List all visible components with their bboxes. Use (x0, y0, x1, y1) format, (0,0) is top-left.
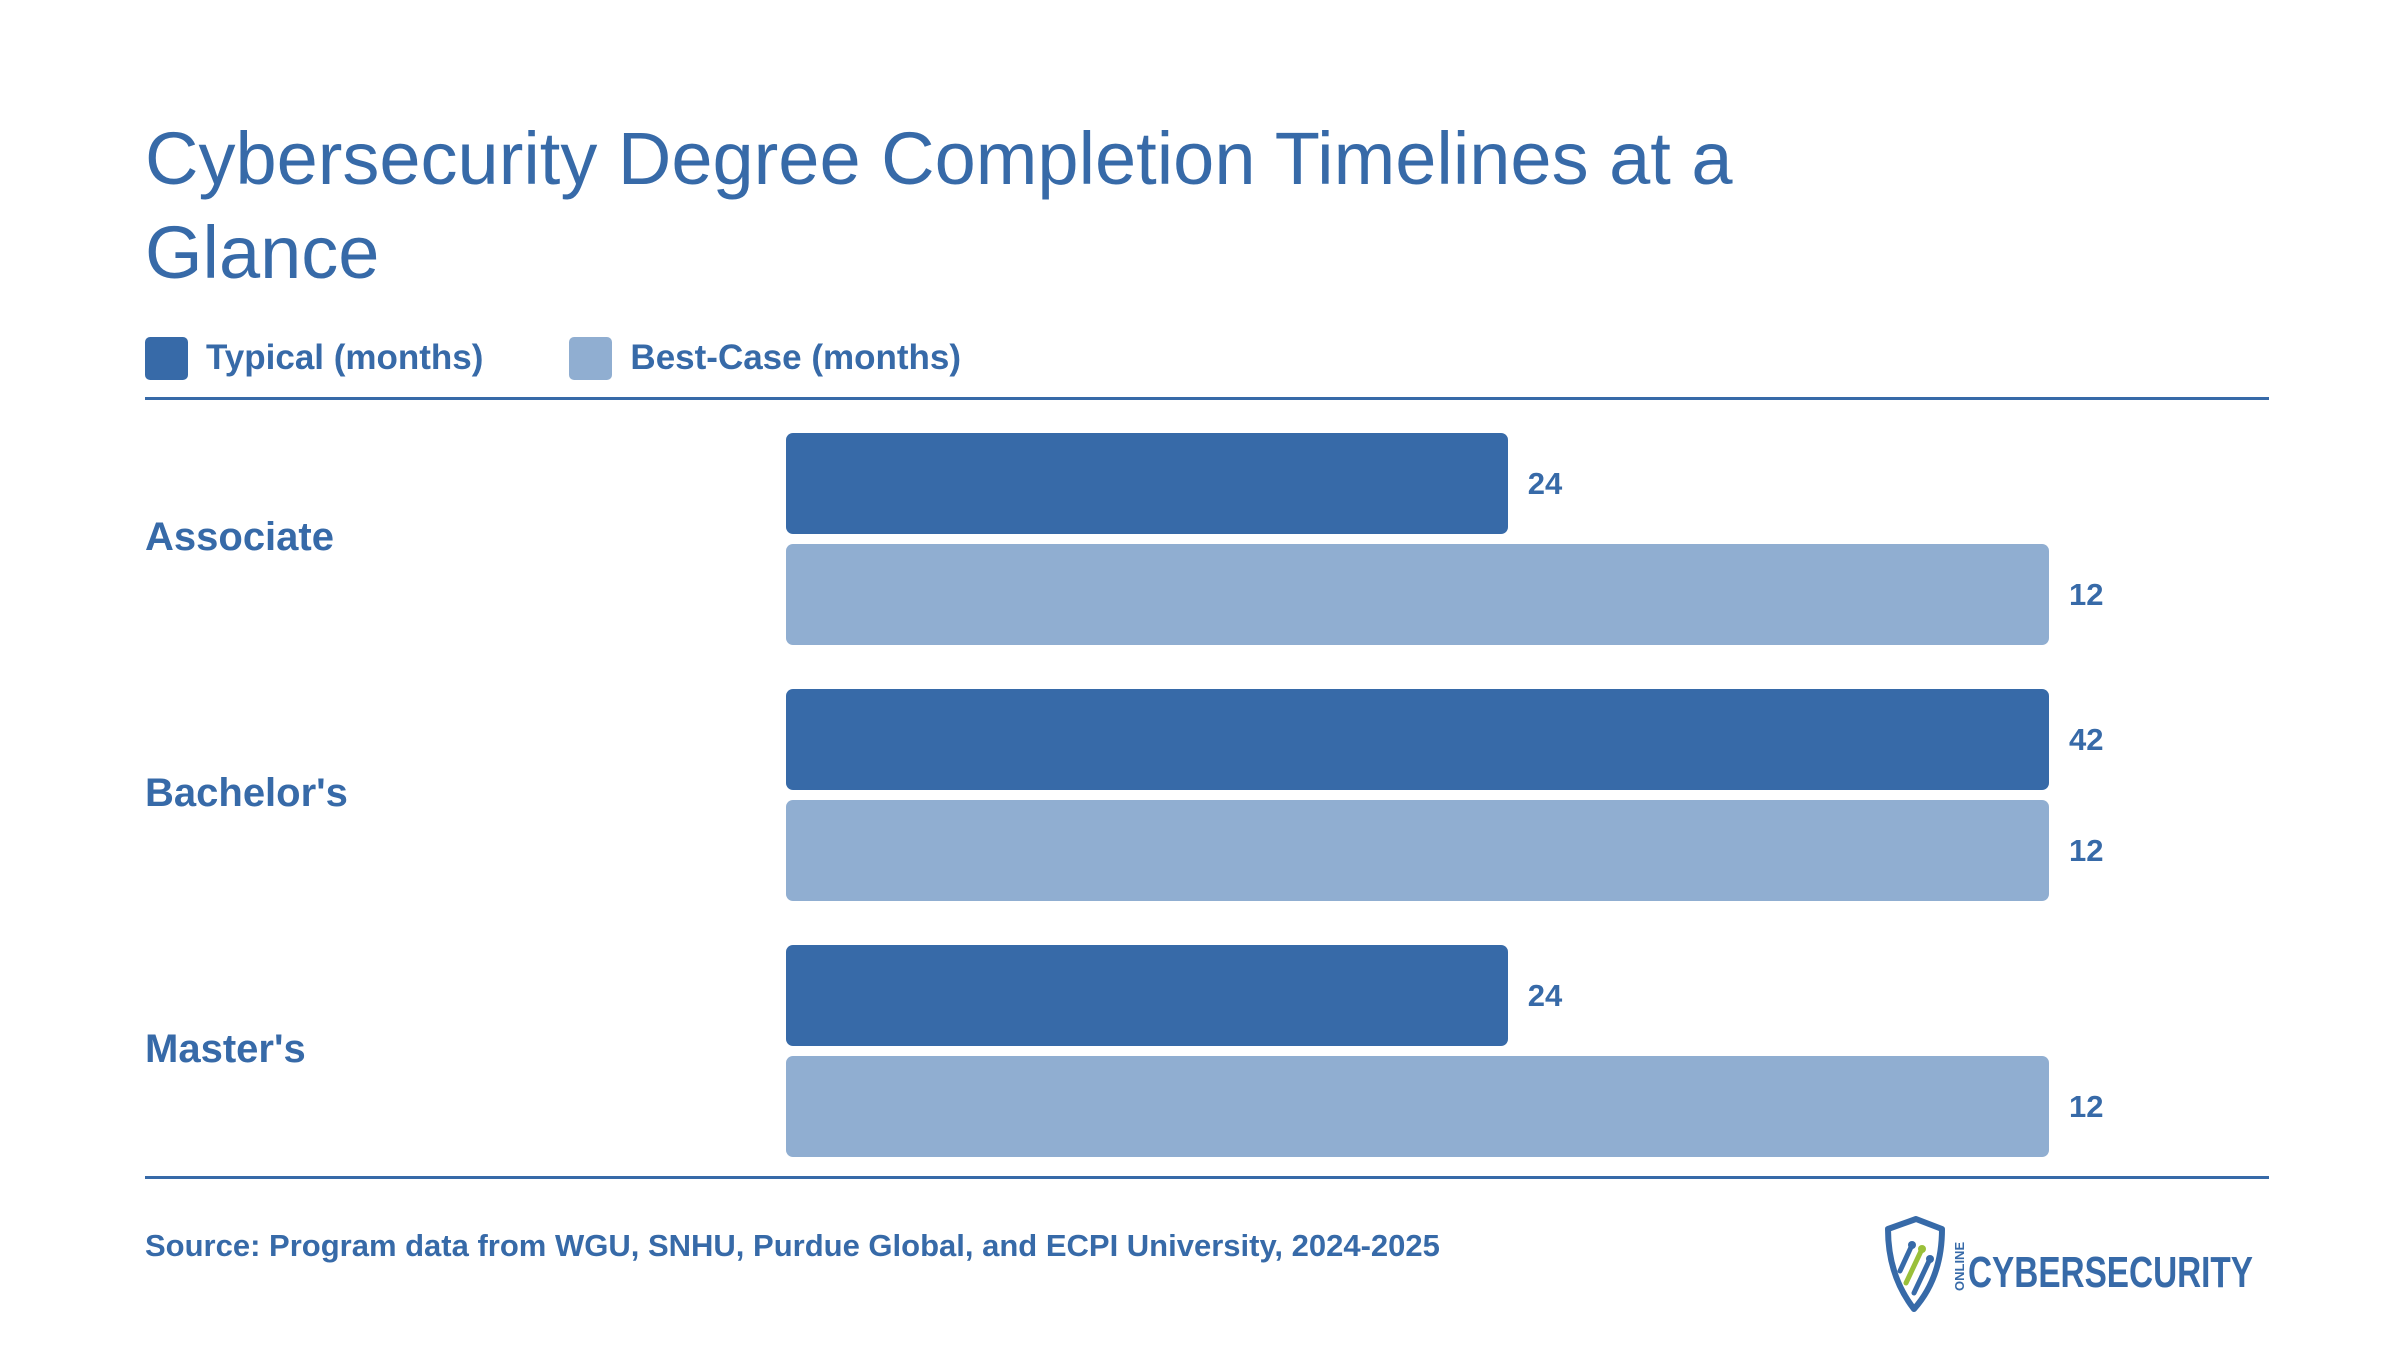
data-label: 24 (1527, 977, 1563, 1013)
bar-typical (786, 945, 1508, 1046)
category-label: Associate (145, 515, 334, 559)
legend-item-best-case: Best-Case (months) (569, 336, 962, 380)
data-label: 12 (2069, 832, 2104, 868)
legend-item-typical: Typical (months) (145, 336, 484, 380)
bar-best-case (786, 544, 2049, 645)
bar-typical (786, 433, 1508, 534)
bar-typical (786, 689, 2049, 790)
category-label: Bachelor's (145, 771, 348, 815)
brand-logo: ONLINE CYBERSECURITY (1885, 1216, 2253, 1312)
bar-best-case (786, 1056, 2049, 1157)
data-label: 12 (2069, 1088, 2104, 1124)
source-note: Source: Program data from WGU, SNHU, Pur… (145, 1228, 1440, 1263)
logo-small-text: ONLINE (1952, 1242, 1967, 1291)
data-label: 24 (1527, 465, 1563, 501)
data-label: 42 (2069, 721, 2104, 757)
legend-label-typical: Typical (months) (206, 338, 484, 377)
shield-circuit-icon (1885, 1216, 1945, 1312)
chart-title: Cybersecurity Degree Completion Timeline… (145, 117, 1733, 294)
legend-swatch-typical (145, 336, 188, 380)
bar-best-case (786, 800, 2049, 901)
bottom-divider (145, 1176, 2269, 1179)
category-label: Master's (145, 1027, 306, 1071)
logo-main-text: CYBERSECURITY (1968, 1248, 2253, 1297)
top-divider (145, 397, 2269, 400)
data-label: 12 (2069, 576, 2104, 612)
legend-label-best-case: Best-Case (months) (630, 338, 962, 377)
chart-legend: Typical (months) Best-Case (months) (145, 336, 1047, 380)
legend-swatch-best-case (569, 336, 613, 380)
